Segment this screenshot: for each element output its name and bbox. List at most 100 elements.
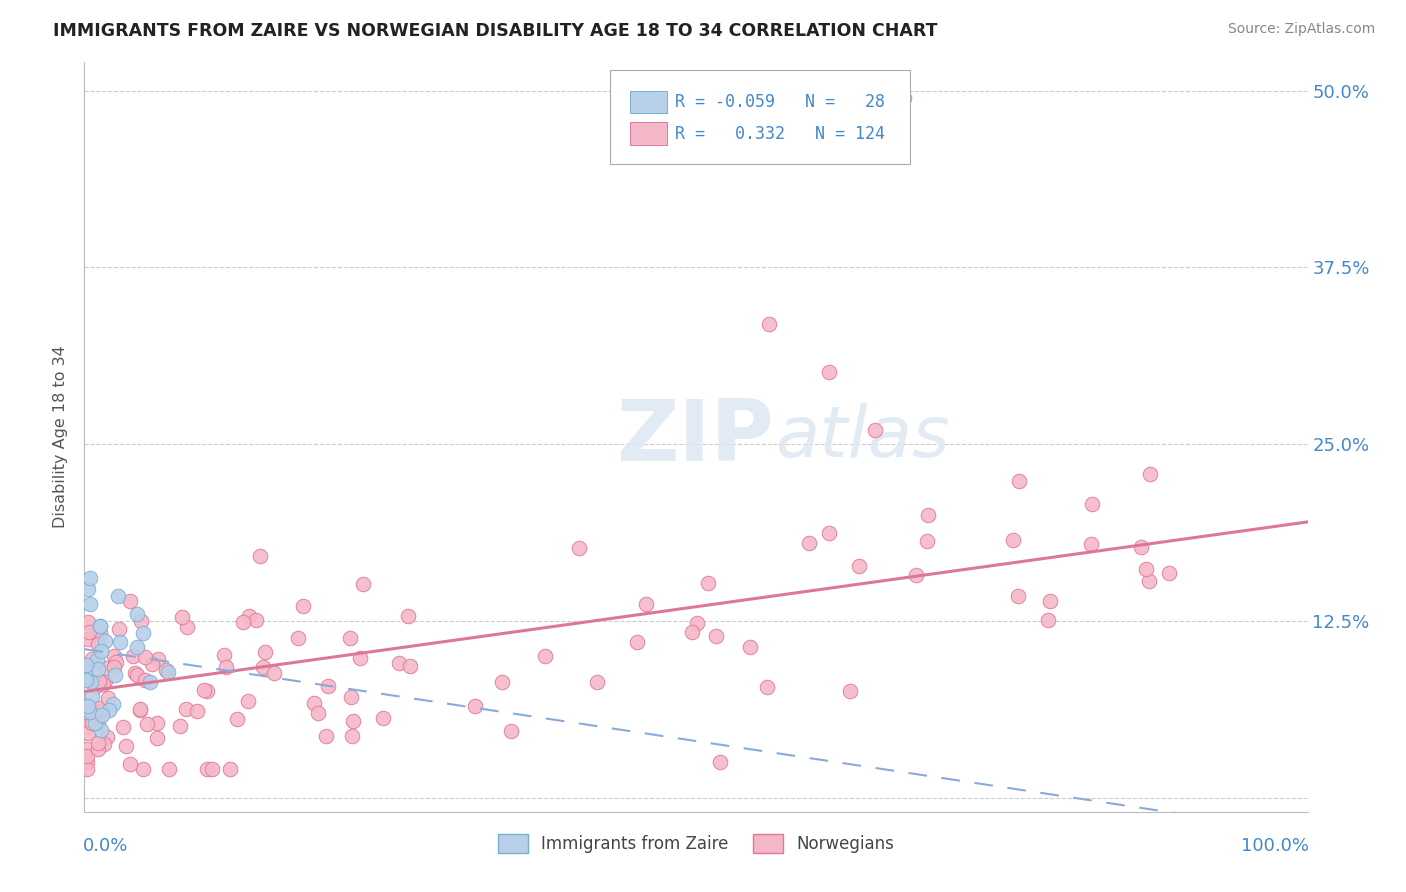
Point: [134, 650, 156, 665]
Point: [120, 593, 142, 607]
Point: [98, 703, 121, 717]
Point: [287, 632, 309, 646]
Legend: Immigrants from Zaire, Norwegians: Immigrants from Zaire, Norwegians: [491, 827, 901, 860]
Point: [80, 690, 103, 704]
Point: [155, 664, 177, 678]
Point: [157, 665, 180, 679]
Point: [139, 675, 162, 690]
Point: [232, 615, 254, 630]
Point: [75, 673, 97, 687]
Point: [169, 719, 191, 733]
Y-axis label: Disability Age 18 to 34: Disability Age 18 to 34: [53, 346, 69, 528]
Point: [634, 597, 657, 611]
Text: 0.0%: 0.0%: [83, 837, 128, 855]
Point: [371, 711, 394, 725]
Point: [80, 651, 103, 665]
Point: [263, 665, 285, 680]
Point: [585, 674, 607, 689]
Point: [315, 729, 337, 743]
Point: [90, 723, 112, 738]
Point: [86, 679, 108, 693]
Point: [112, 720, 135, 734]
Point: [212, 648, 235, 662]
Point: [146, 731, 169, 745]
Point: [238, 608, 260, 623]
Point: [915, 534, 938, 549]
Point: [1081, 497, 1104, 511]
Text: IMMIGRANTS FROM ZAIRE VS NORWEGIAN DISABILITY AGE 18 TO 34 CORRELATION CHART: IMMIGRANTS FROM ZAIRE VS NORWEGIAN DISAB…: [53, 22, 938, 40]
Point: [94, 661, 117, 675]
Point: [87, 673, 110, 688]
Point: [626, 634, 648, 648]
Point: [1080, 537, 1102, 551]
Point: [87, 736, 110, 750]
Point: [75, 664, 97, 678]
Point: [103, 660, 125, 674]
Point: [90, 704, 112, 718]
Point: [291, 599, 314, 614]
Point: [84, 716, 107, 731]
Point: [82, 716, 104, 731]
Point: [176, 620, 198, 634]
FancyBboxPatch shape: [630, 91, 666, 113]
Point: [103, 648, 125, 663]
Point: [170, 610, 193, 624]
Point: [681, 624, 703, 639]
Point: [89, 618, 111, 632]
Point: [76, 756, 98, 770]
Point: [352, 577, 374, 591]
Point: [195, 762, 218, 776]
Point: [87, 716, 110, 731]
Point: [917, 508, 939, 522]
Point: [797, 535, 820, 549]
Point: [77, 632, 100, 646]
Point: [86, 637, 108, 651]
Point: [129, 614, 152, 628]
Point: [865, 423, 887, 437]
Point: [249, 549, 271, 563]
Point: [79, 625, 101, 640]
Point: [201, 762, 224, 776]
Point: [1008, 474, 1031, 488]
Point: [193, 683, 215, 698]
Point: [1157, 566, 1180, 581]
Text: R =   0.332   N = 124: R = 0.332 N = 124: [675, 125, 886, 143]
Point: [90, 708, 112, 723]
FancyBboxPatch shape: [630, 122, 666, 145]
Point: [87, 701, 110, 715]
Point: [398, 658, 420, 673]
Point: [848, 558, 870, 573]
Point: [464, 698, 486, 713]
Point: [340, 729, 363, 743]
Point: [245, 613, 267, 627]
Text: Source: ZipAtlas.com: Source: ZipAtlas.com: [1227, 22, 1375, 37]
Point: [79, 705, 101, 719]
Point: [132, 626, 155, 640]
Point: [131, 762, 153, 776]
Point: [1039, 594, 1062, 608]
Point: [534, 648, 557, 663]
Point: [134, 673, 156, 688]
Point: [80, 675, 103, 690]
Point: [125, 668, 148, 682]
Point: [118, 756, 141, 771]
Point: [568, 541, 591, 555]
Point: [1036, 613, 1059, 627]
Point: [236, 693, 259, 707]
Point: [253, 645, 276, 659]
Point: [86, 704, 108, 718]
Point: [697, 575, 720, 590]
Point: [107, 589, 129, 603]
Point: [340, 690, 363, 704]
Point: [304, 696, 326, 710]
Point: [146, 716, 169, 731]
Point: [76, 582, 98, 596]
Point: [817, 365, 839, 379]
Point: [136, 717, 159, 731]
Point: [396, 609, 419, 624]
Point: [124, 665, 146, 680]
Point: [904, 568, 927, 582]
Point: [93, 634, 115, 648]
Point: [349, 651, 371, 665]
Point: [86, 662, 108, 676]
